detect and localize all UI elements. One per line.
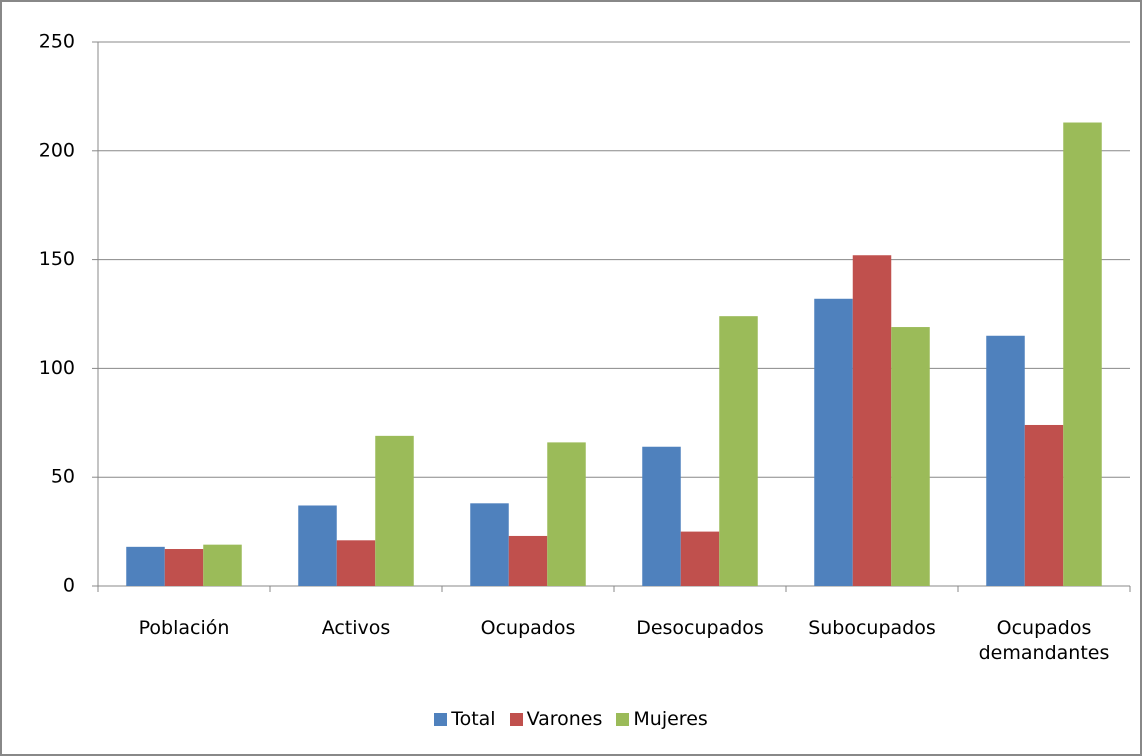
- legend-label: Total: [451, 708, 496, 730]
- y-tick-label: 100: [39, 357, 75, 379]
- x-tick-label: Activos: [321, 617, 391, 639]
- x-tick-label: Ocupados demandantes: [978, 617, 1110, 664]
- bar: [547, 442, 586, 586]
- bar: [508, 535, 548, 586]
- bar: [203, 544, 242, 586]
- legend-swatch: [434, 712, 448, 726]
- legend-item: Total: [434, 708, 496, 730]
- y-tick-label: 150: [39, 248, 75, 270]
- bar: [164, 549, 204, 586]
- bar: [719, 316, 758, 586]
- y-tick-label: 250: [39, 31, 75, 53]
- x-tick-label: Ocupados: [480, 617, 576, 639]
- y-tick-label: 0: [63, 575, 75, 597]
- legend: Total Varones Mujeres: [0, 708, 1142, 730]
- bar: [642, 446, 681, 586]
- legend-label: Varones: [526, 708, 603, 730]
- legend-item: Varones: [509, 708, 603, 730]
- bar: [680, 531, 720, 586]
- legend-item: Mujeres: [616, 708, 708, 730]
- legend-swatch: [616, 712, 630, 726]
- bar: [1024, 424, 1064, 586]
- legend-swatch: [509, 712, 523, 726]
- y-tick-label: 50: [51, 466, 75, 488]
- bar: [470, 503, 509, 586]
- bar: [298, 505, 337, 586]
- bar: [986, 335, 1025, 586]
- x-tick-label: Desocupados: [636, 617, 764, 639]
- x-tick-label: Población: [138, 617, 230, 639]
- x-tick-label: Subocupados: [808, 617, 936, 639]
- y-tick-label: 200: [39, 139, 75, 161]
- bar: [336, 540, 376, 586]
- bar: [1063, 122, 1102, 587]
- bar: [814, 298, 853, 586]
- bar: [891, 327, 930, 586]
- bar: [375, 435, 414, 586]
- bar: [126, 546, 165, 586]
- legend-label: Mujeres: [633, 708, 708, 730]
- bar: [852, 255, 892, 587]
